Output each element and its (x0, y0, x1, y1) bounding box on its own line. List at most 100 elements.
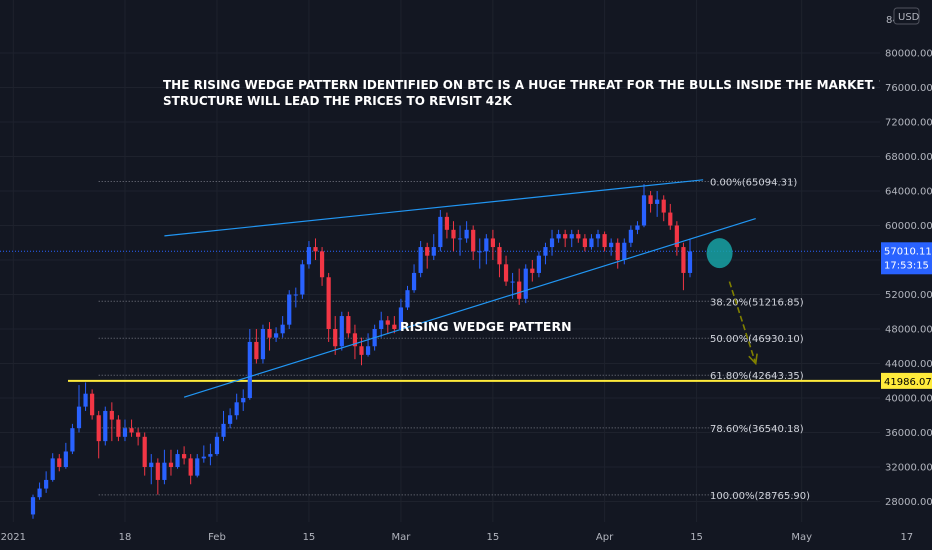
time-tick-2: Feb (208, 532, 226, 543)
support-price-tag-bg (881, 372, 932, 389)
price-tick-3: 40000.00 (885, 394, 932, 405)
candle-body (63, 451, 68, 467)
candle-body (457, 238, 463, 240)
candle-64 (451, 221, 456, 252)
candle-body (208, 454, 213, 457)
candle-72 (503, 255, 509, 286)
candle-body (168, 462, 174, 467)
candle-body (333, 329, 338, 347)
candle-body (201, 456, 206, 459)
candle-body (628, 229, 633, 243)
time-tick-7: 15 (690, 532, 703, 543)
candle-24 (188, 454, 193, 485)
candle-100 (687, 238, 693, 278)
candle-96 (661, 195, 666, 222)
price-axis[interactable]: 28000.00 32000.00 36000.00 40000.00 44000.00… (880, 0, 932, 550)
current-price-tag-bg (881, 242, 932, 275)
candle-body (103, 410, 108, 442)
candle-body (365, 346, 371, 355)
drawings[interactable] (706, 238, 758, 366)
candle-7 (76, 385, 82, 433)
candle-2 (44, 471, 49, 493)
candle-body (287, 294, 292, 325)
candle-58 (411, 264, 417, 293)
candle-6 (70, 423, 75, 455)
price-tick-4: 44000.00 (885, 359, 932, 370)
candle-43 (313, 238, 318, 260)
candle-20 (162, 449, 167, 485)
candle-body (477, 251, 482, 253)
price-tick-1: 32000.00 (885, 463, 932, 474)
candle-89 (615, 238, 620, 269)
candle-42 (306, 241, 312, 269)
candle-body (576, 234, 581, 239)
fib-label-0: 0.00%(65094.31) (710, 178, 797, 189)
candle-17 (142, 432, 147, 476)
candle-12 (109, 402, 114, 442)
candle-81 (563, 229, 568, 248)
candle-99 (681, 242, 686, 291)
candle-68 (477, 238, 482, 269)
candle-80 (556, 229, 561, 243)
time-tick-4: Mar (391, 532, 411, 543)
candle-35 (260, 324, 266, 364)
candle-body (339, 316, 344, 347)
grid (0, 0, 908, 522)
candle-11 (103, 406, 108, 446)
candle-body (438, 216, 443, 248)
candle-92 (635, 221, 640, 235)
fib-levels: 0.00%(65094.31) 38.20%(51216.85) 50.00%(46… (98, 178, 810, 502)
currency-badge: USD (893, 7, 920, 25)
candle-56 (398, 298, 404, 331)
candle-69 (484, 234, 489, 265)
price-tick-12: 76000.00 (885, 83, 932, 94)
candle-body (182, 454, 187, 459)
candle-body (346, 316, 351, 334)
candle-59 (418, 241, 423, 278)
candle-body (490, 238, 495, 248)
candle-body (609, 242, 614, 248)
candle-88 (609, 238, 614, 256)
candle-93 (641, 184, 647, 228)
candle-30 (228, 408, 233, 429)
price-tick-10: 68000.00 (885, 152, 932, 163)
candles (30, 184, 693, 519)
candle-1 (37, 482, 42, 500)
candle-9 (90, 389, 95, 420)
candle-86 (595, 229, 601, 248)
fib-label-1: 38.20%(51216.85) (710, 297, 804, 308)
fib-label-3: 61.80%(42643.35) (710, 371, 804, 382)
candle-32 (241, 389, 246, 411)
candle-79 (549, 229, 555, 256)
candle-body (188, 458, 193, 476)
fib-label-2: 50.00%(46930.10) (710, 334, 804, 345)
candle-71 (497, 242, 502, 278)
time-axis[interactable]: 202118Feb15Mar15Apr15May17Jun15Jul (0, 522, 932, 550)
candle-65 (457, 225, 463, 256)
candle-66 (464, 221, 469, 243)
candle-36 (267, 322, 272, 351)
candle-body (635, 225, 640, 230)
candle-3 (50, 453, 55, 482)
candle-body (30, 497, 36, 515)
candle-38 (280, 316, 285, 338)
candle-body (589, 238, 594, 248)
candle-body (444, 216, 450, 230)
candle-48 (346, 311, 351, 338)
candle-body (195, 458, 200, 476)
fib-label-4: 78.60%(36540.18) (710, 424, 804, 435)
candle-67 (471, 225, 476, 260)
candle-40 (293, 287, 298, 308)
candle-body (668, 212, 673, 226)
time-axis-bg (0, 522, 932, 550)
candle-22 (175, 449, 180, 469)
candle-47 (339, 311, 344, 351)
candle-body (50, 458, 55, 480)
wedge-lines[interactable] (164, 179, 756, 398)
candle-body (425, 247, 430, 256)
candle-97 (668, 203, 673, 230)
candle-body (595, 234, 601, 239)
